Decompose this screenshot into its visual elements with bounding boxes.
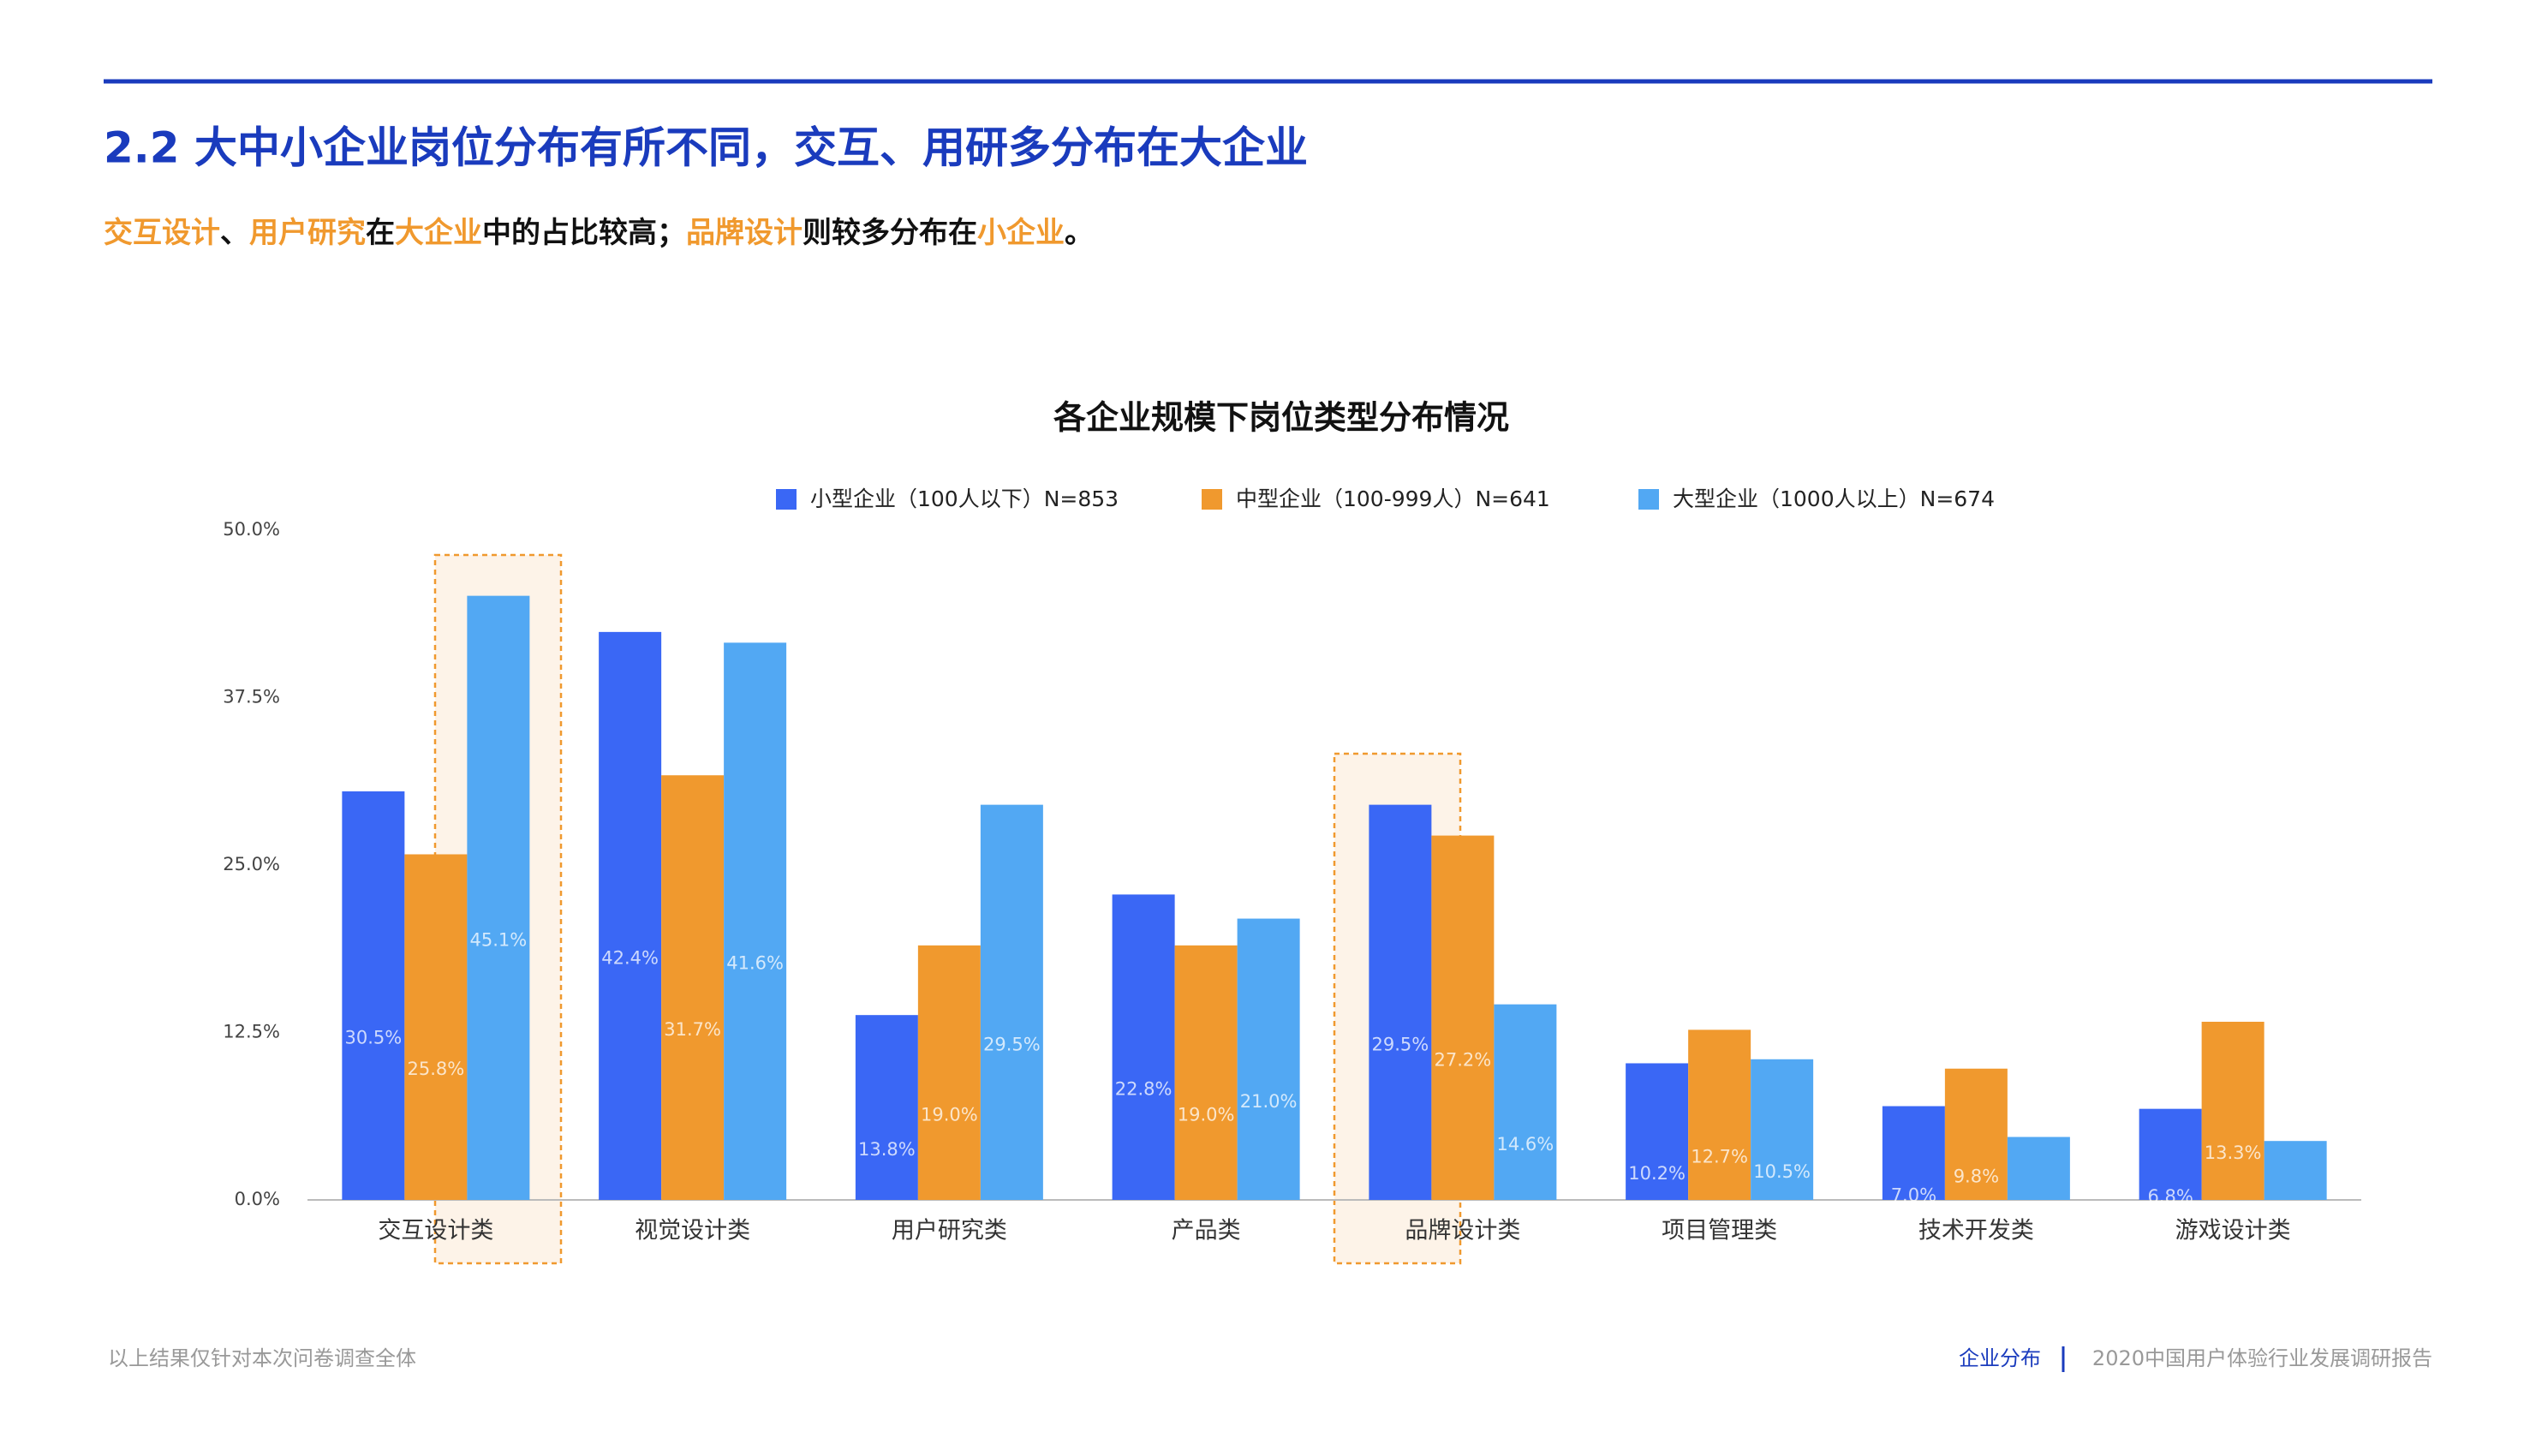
y-tick-label: 25.0%	[223, 854, 280, 874]
value-label: 6.8%	[2147, 1186, 2193, 1207]
value-label: 4.4%	[2272, 1202, 2318, 1223]
subtitle-part: 在	[366, 216, 395, 250]
legend-label: 大型企业（1000人以上）N=674	[1673, 486, 1995, 511]
x-tick-label: 游戏设计类	[2175, 1218, 2291, 1244]
y-tick-label: 50.0%	[223, 519, 280, 540]
bar	[1751, 1059, 1814, 1200]
bar	[2201, 1021, 2264, 1200]
bar	[467, 595, 530, 1200]
bar	[1626, 1063, 1689, 1200]
value-label: 31.7%	[664, 1019, 721, 1040]
value-label: 19.0%	[1178, 1104, 1235, 1125]
value-label: 41.6%	[726, 953, 784, 974]
value-label: 30.5%	[345, 1027, 403, 1047]
value-label: 19.0%	[921, 1104, 978, 1125]
bar	[1944, 1068, 2008, 1200]
x-tick-label: 品牌设计类	[1405, 1218, 1520, 1244]
value-label: 14.6%	[1497, 1134, 1554, 1155]
bar	[2007, 1137, 2070, 1200]
value-label: 13.8%	[858, 1139, 916, 1160]
legend-swatch	[1638, 489, 1659, 510]
value-label: 22.8%	[1115, 1079, 1173, 1100]
bar	[404, 854, 468, 1200]
subtitle-part: 用户研究	[249, 216, 366, 250]
subtitle-part: 小企业	[977, 216, 1065, 250]
value-label: 13.3%	[2205, 1143, 2262, 1163]
footer-section: 企业分布	[1959, 1346, 2041, 1370]
bar	[1237, 918, 1300, 1200]
value-label: 4.7%	[2016, 1200, 2062, 1220]
bar	[917, 945, 981, 1200]
value-label: 7.0%	[1891, 1184, 1936, 1205]
subtitle-part: 中的占比较高；	[482, 216, 686, 250]
y-tick-label: 12.5%	[223, 1022, 280, 1042]
subtitle: 交互设计、用户研究在大企业中的占比较高；品牌设计则较多分布在小企业。	[104, 216, 1094, 250]
value-label: 12.7%	[1691, 1147, 1748, 1167]
bar	[342, 791, 405, 1200]
y-tick-label: 37.5%	[223, 687, 280, 707]
legend-swatch	[776, 489, 797, 510]
subtitle-part: 大企业	[395, 216, 482, 250]
bar	[1688, 1029, 1751, 1200]
subtitle-part: 则较多分布在	[803, 216, 977, 250]
x-tick-label: 交互设计类	[378, 1218, 493, 1244]
x-tick-label: 项目管理类	[1662, 1218, 1777, 1244]
bar	[1431, 835, 1495, 1200]
plot: 0.0% 12.5% 25.0% 37.5% 50.0% 小型企业（100人以下）N=85…	[223, 486, 2361, 1244]
page-title: 2.2 大中小企业岗位分布有所不同，交互、用研多分布在大企业	[104, 123, 1308, 173]
value-label: 29.5%	[1372, 1034, 1429, 1054]
x-tick-label: 视觉设计类	[635, 1218, 750, 1244]
subtitle-part: 品牌设计	[686, 216, 803, 250]
bar	[1369, 804, 1432, 1200]
bar	[661, 775, 725, 1200]
value-label: 9.8%	[1954, 1166, 1999, 1186]
bar	[855, 1015, 918, 1200]
subtitle-part: 、	[220, 216, 249, 250]
legend-label: 中型企业（100-999人）N=641	[1236, 486, 1550, 511]
bar	[2139, 1108, 2202, 1200]
value-label: 10.5%	[1753, 1161, 1811, 1182]
chart-title: 各企业规模下岗位类型分布情况	[1053, 399, 1509, 437]
subtitle-part: 。	[1065, 216, 1094, 250]
value-label: 29.5%	[983, 1034, 1041, 1054]
legend-label: 小型企业（100人以下）N=853	[810, 486, 1119, 511]
bar	[1882, 1106, 1945, 1200]
footer-report: 2020中国用户体验行业发展调研报告	[2092, 1346, 2432, 1370]
x-tick-label: 用户研究类	[892, 1218, 1007, 1244]
value-label: 42.4%	[601, 947, 659, 968]
value-label: 45.1%	[470, 929, 528, 950]
footer-note: 以上结果仅针对本次问卷调查全体	[108, 1346, 416, 1370]
value-label: 27.2%	[1435, 1049, 1492, 1070]
y-tick-label: 0.0%	[235, 1189, 280, 1209]
value-label: 25.8%	[408, 1059, 465, 1079]
bar	[1174, 945, 1238, 1200]
bar	[599, 631, 662, 1200]
bar	[2264, 1141, 2327, 1200]
bar	[1494, 1004, 1557, 1200]
x-tick-label: 技术开发类	[1918, 1218, 2034, 1244]
bar	[980, 804, 1043, 1200]
bar	[724, 642, 787, 1200]
bar	[1112, 894, 1175, 1200]
legend-swatch	[1202, 489, 1222, 510]
x-tick-label: 产品类	[1172, 1218, 1241, 1244]
subtitle-part: 交互设计	[104, 216, 220, 250]
value-label: 21.0%	[1240, 1091, 1298, 1112]
value-label: 10.2%	[1628, 1163, 1686, 1184]
